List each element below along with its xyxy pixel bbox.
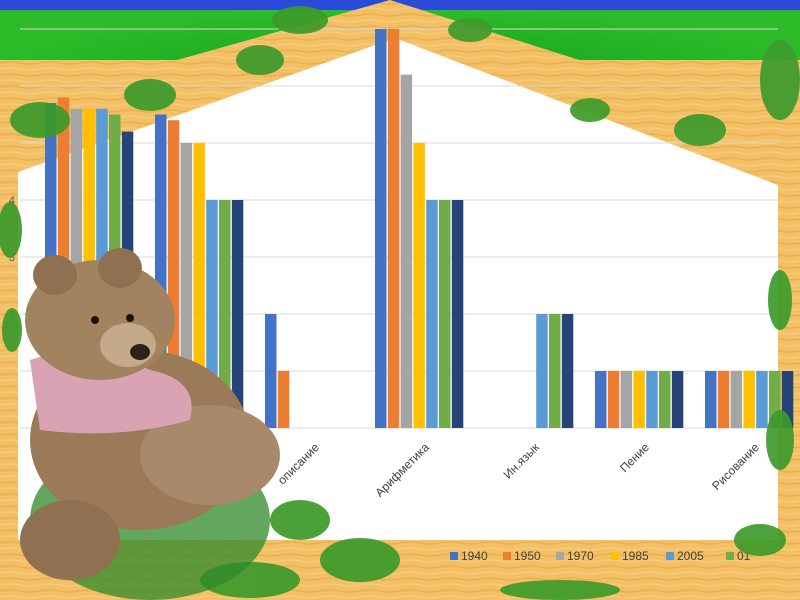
- bar-1985: [413, 143, 425, 428]
- legend-swatch: [666, 552, 674, 560]
- bar-2005: [756, 371, 768, 428]
- bar-1970: [620, 371, 633, 428]
- legend-label: 1950: [514, 549, 541, 563]
- legend-swatch: [726, 552, 734, 560]
- bar-2005: [206, 200, 218, 428]
- bar-1940: [265, 314, 277, 428]
- bar-series5: [219, 200, 231, 428]
- bar-2005: [426, 200, 438, 428]
- bar-1970: [180, 143, 193, 428]
- bar-series6: [451, 200, 464, 428]
- legend-swatch: [503, 552, 511, 560]
- bar-2005: [536, 314, 548, 428]
- bar-series6: [671, 371, 684, 428]
- legend-swatch: [556, 552, 564, 560]
- bar-1950: [277, 371, 290, 428]
- bar-1950: [607, 371, 620, 428]
- y-tick-label: 4: [9, 195, 15, 207]
- legend-label: 2005: [677, 549, 704, 563]
- bar-1950: [717, 371, 730, 428]
- legend-label: 1970: [567, 549, 594, 563]
- legend-swatch: [450, 552, 458, 560]
- bar-series5: [659, 371, 671, 428]
- bar-1985: [633, 371, 645, 428]
- legend-label: 1985: [622, 549, 649, 563]
- y-tick-label: 3: [9, 252, 15, 264]
- bar-2005: [646, 371, 658, 428]
- bar-1970: [400, 74, 413, 428]
- bar-series6: [231, 200, 244, 428]
- bar-series5: [439, 200, 451, 428]
- legend-swatch: [611, 552, 619, 560]
- bar-1950: [387, 29, 400, 428]
- bar-1970: [730, 371, 743, 428]
- bar-series5: [769, 371, 781, 428]
- bar-series5: [549, 314, 561, 428]
- bar-1985: [743, 371, 755, 428]
- legend-label: 1940: [461, 549, 488, 563]
- bar-1940: [155, 114, 167, 428]
- bar-1940: [595, 371, 607, 428]
- bar-1950: [167, 120, 180, 428]
- bar-1940: [705, 371, 717, 428]
- bar-1985: [193, 143, 205, 428]
- bar-series6: [561, 314, 574, 428]
- teddy-bear-image: [20, 248, 280, 600]
- bar-1940: [375, 29, 387, 428]
- bar-series6: [781, 371, 794, 428]
